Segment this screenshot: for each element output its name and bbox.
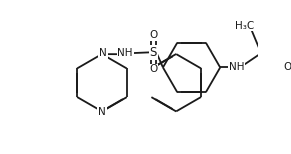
Text: H₃C: H₃C xyxy=(235,20,255,30)
Text: NH: NH xyxy=(229,63,244,73)
Text: N: N xyxy=(98,107,106,117)
Text: S: S xyxy=(150,46,157,59)
Text: N: N xyxy=(99,48,107,58)
Text: O: O xyxy=(149,64,157,74)
Text: NH: NH xyxy=(117,48,133,58)
Text: O: O xyxy=(284,63,291,73)
Text: O: O xyxy=(149,30,157,40)
